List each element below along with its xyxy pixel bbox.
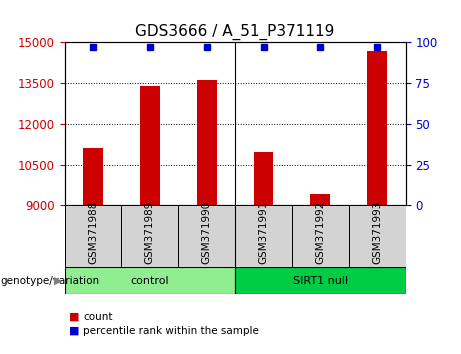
Bar xyxy=(83,148,103,205)
Text: count: count xyxy=(83,312,112,322)
Bar xyxy=(235,267,406,294)
Text: ▶: ▶ xyxy=(54,275,62,286)
Bar xyxy=(121,205,178,267)
Text: GSM371988: GSM371988 xyxy=(88,201,98,264)
Text: GSM371993: GSM371993 xyxy=(372,201,382,264)
Text: GSM371991: GSM371991 xyxy=(259,201,269,264)
Bar xyxy=(254,153,273,205)
Bar xyxy=(140,86,160,205)
Title: GDS3666 / A_51_P371119: GDS3666 / A_51_P371119 xyxy=(136,23,335,40)
Text: ■: ■ xyxy=(69,326,80,336)
Text: control: control xyxy=(130,275,169,286)
Bar xyxy=(310,194,331,205)
Text: genotype/variation: genotype/variation xyxy=(0,275,99,286)
Bar xyxy=(65,267,235,294)
Text: GSM371989: GSM371989 xyxy=(145,201,155,264)
Text: ■: ■ xyxy=(69,312,80,322)
Text: GSM371992: GSM371992 xyxy=(315,201,325,264)
Text: GSM371990: GSM371990 xyxy=(201,201,212,264)
Bar xyxy=(349,205,406,267)
Bar xyxy=(235,205,292,267)
Bar xyxy=(292,205,349,267)
Bar xyxy=(65,205,121,267)
Bar xyxy=(197,80,217,205)
Bar xyxy=(178,205,235,267)
Text: percentile rank within the sample: percentile rank within the sample xyxy=(83,326,259,336)
Text: SIRT1 null: SIRT1 null xyxy=(293,275,348,286)
Bar xyxy=(367,51,387,205)
